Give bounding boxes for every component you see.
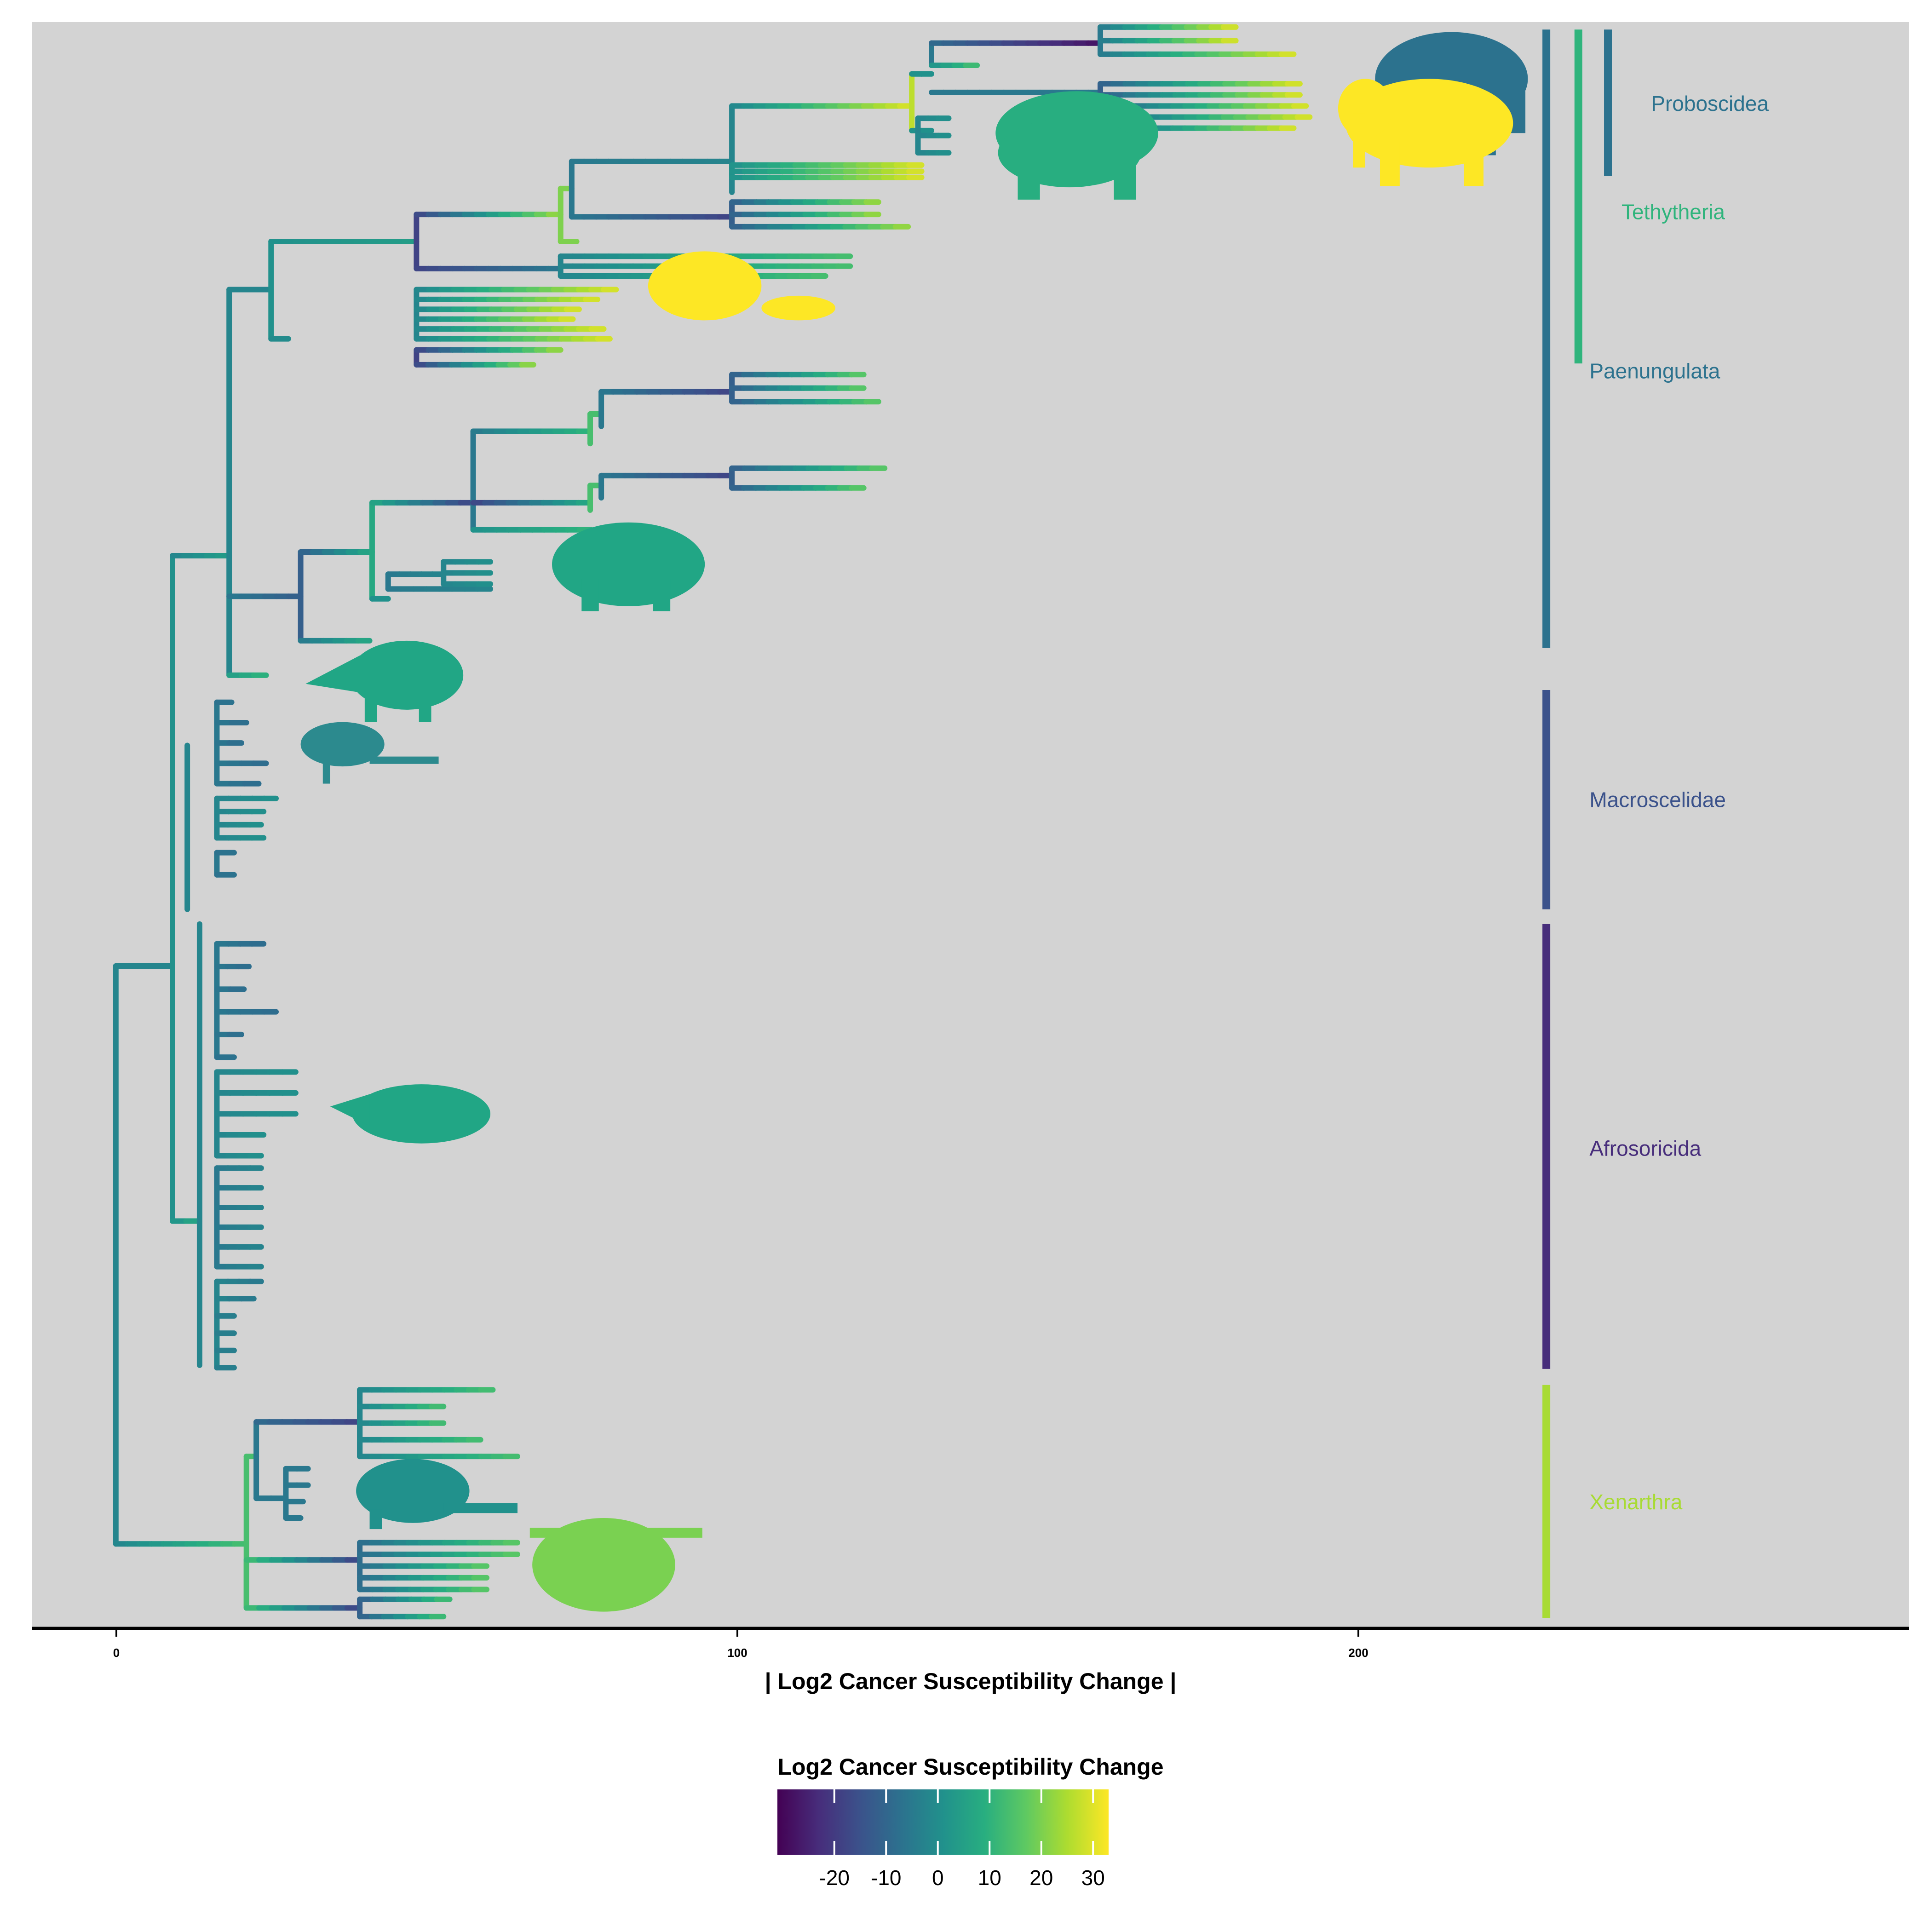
elephant-shrew-silhouette — [300, 722, 439, 784]
elephant-herd-silhouette-part — [1114, 160, 1136, 200]
clade-label-proboscidea: Proboscidea — [1651, 92, 1769, 115]
elephant-silhouette-part — [1353, 113, 1365, 168]
elephant-shrew-silhouette-part — [369, 756, 439, 764]
elephant-silhouette-part — [1338, 79, 1392, 138]
clade-bars: Proboscidea Tethytheria Paenungulata Macros… — [1542, 29, 1769, 1618]
aardvark-silhouette-part — [364, 690, 377, 722]
elephant-shrew-silhouette-part — [322, 756, 330, 784]
elephant-silhouette-part — [1464, 142, 1484, 186]
armadillo-silhouette — [356, 1459, 518, 1530]
tenrec-silhouette-part — [352, 1084, 491, 1144]
x-tick-label: 200 — [1348, 1646, 1368, 1660]
color-legend: Log2 Cancer Susceptibility Change -20 -10… — [777, 1754, 1164, 1890]
clade-label-paenungulata: Paenungulata — [1589, 359, 1720, 383]
armadillo-silhouette-part — [369, 1509, 382, 1530]
legend-ticks: -20 -10 0 10 20 30 — [819, 1789, 1105, 1890]
legend-tick-label: 10 — [978, 1866, 1001, 1890]
clade-label-xenarthra: Xenarthra — [1589, 1490, 1682, 1514]
clade-label-macroscelidae: Macroscelidae — [1589, 788, 1726, 811]
legend-tick-label: -20 — [819, 1866, 850, 1890]
legend-tick-label: 0 — [932, 1866, 944, 1890]
clade-label-afrosoricida: Afrosoricida — [1589, 1136, 1701, 1160]
silhouette-layer — [300, 32, 1528, 1612]
elephant-shrew-silhouette-part — [300, 722, 385, 767]
x-tick-label: 100 — [727, 1646, 747, 1660]
plot-panel — [32, 22, 1909, 1627]
manatee-silhouette — [648, 251, 836, 321]
sloth-silhouette — [529, 1518, 702, 1612]
tenrec-silhouette — [330, 1084, 491, 1144]
x-axis-ticks: 0 100 200 — [113, 1630, 1368, 1660]
hyrax-silhouette — [552, 522, 705, 611]
elephant-herd-silhouette — [995, 91, 1158, 200]
hyrax-silhouette-part — [552, 522, 705, 606]
hyrax-silhouette-part — [581, 579, 599, 611]
elephant-herd-silhouette-part — [1018, 160, 1040, 200]
tenrec-silhouette-part — [330, 1094, 370, 1127]
armadillo-silhouette-part — [443, 1503, 518, 1513]
legend-tick-label: 20 — [1029, 1866, 1053, 1890]
sloth-silhouette-part — [532, 1518, 675, 1612]
legend-title: Log2 Cancer Susceptibility Change — [777, 1754, 1163, 1780]
clade-label-tethytheria: Tethytheria — [1622, 200, 1725, 224]
x-tick-label: 0 — [113, 1646, 120, 1660]
aardvark-silhouette-part — [419, 690, 431, 722]
aardvark-silhouette-part — [305, 656, 360, 693]
legend-colorbar — [777, 1789, 1109, 1855]
aardvark-silhouette — [305, 640, 464, 722]
legend-tick-label: -10 — [871, 1866, 901, 1890]
armadillo-silhouette-part — [356, 1459, 470, 1523]
x-axis-title: | Log2 Cancer Susceptibility Change | — [765, 1668, 1177, 1695]
elephant-silhouette-part — [1380, 142, 1400, 186]
elephant-silhouette — [1338, 79, 1513, 186]
aardvark-silhouette-part — [350, 640, 464, 710]
hyrax-silhouette-part — [653, 579, 671, 611]
manatee-silhouette-part — [648, 251, 762, 321]
legend-tick-label: 30 — [1081, 1866, 1105, 1890]
sloth-silhouette-part — [529, 1528, 702, 1538]
manatee-silhouette-part — [761, 295, 836, 321]
